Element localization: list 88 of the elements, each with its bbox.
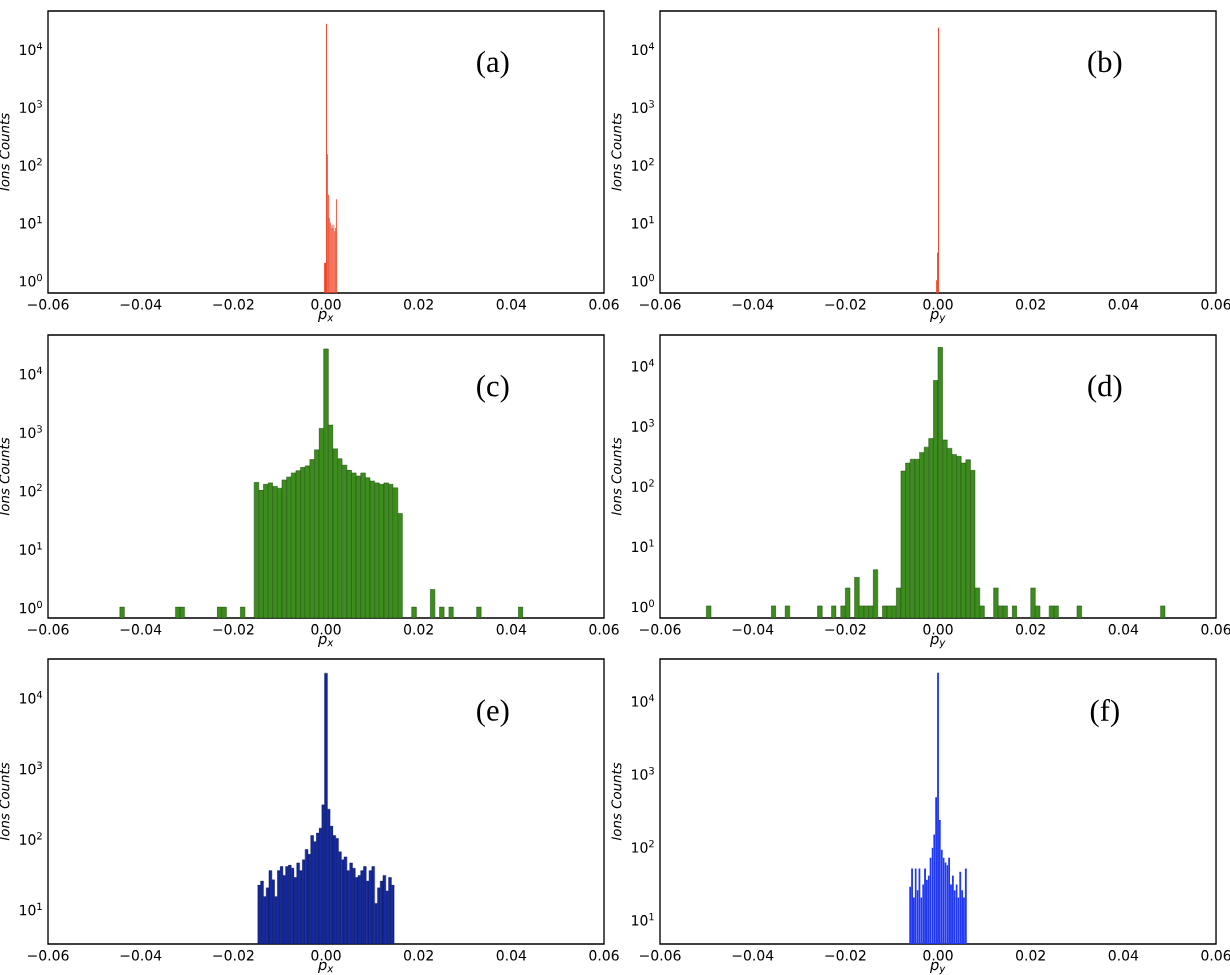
x-tick-label: −0.02 (213, 950, 254, 961)
x-tick-label: 0.04 (1108, 950, 1139, 961)
y-tick-label: 10$^{0}$ (20, 600, 42, 614)
x-tick-label: 0.02 (404, 624, 433, 635)
x-tick-label: 0.04 (1108, 624, 1139, 635)
x-tick-label: 0.02 (404, 950, 433, 961)
annotation: (c) (477, 374, 509, 403)
y-tick-label: 10$^{4}$ (632, 359, 655, 372)
x-tick-label: 0.06 (1201, 950, 1230, 961)
y-tick-label: 10$^{2}$ (20, 483, 42, 497)
x-tick-label: −0.06 (640, 299, 681, 310)
x-tick-label: −0.02 (213, 299, 254, 310)
x-tick-label: −0.06 (28, 299, 69, 310)
x-tick-label: 0.00 (311, 950, 341, 961)
x-axis-title: p$_{y}$ (929, 310, 946, 324)
x-tick-label: 0.00 (923, 950, 953, 961)
y-tick-label: 10$^{1}$ (632, 215, 654, 229)
y-axis-title: Ions Counts (0, 437, 10, 516)
y-tick-label: 10$^{0}$ (20, 273, 42, 287)
x-tick-label: 0.06 (589, 950, 619, 961)
y-tick-label: 10$^{2}$ (20, 158, 42, 171)
x-tick-label: −0.04 (120, 624, 162, 635)
x-tick-label: −0.02 (825, 299, 866, 310)
x-tick-label: −0.06 (640, 624, 681, 635)
x-tick-label: 0.00 (311, 624, 341, 635)
y-axis-title: Ions Counts (611, 113, 622, 191)
x-tick-label: −0.06 (640, 950, 681, 961)
y-axis-title: Ions Counts (0, 762, 10, 841)
annotation: (e) (477, 699, 509, 728)
x-tick-label: 0.00 (311, 299, 341, 310)
x-tick-label: 0.00 (923, 299, 953, 310)
y-tick-label: 10$^{2}$ (632, 840, 654, 853)
y-tick-label: 10$^{0}$ (632, 273, 654, 287)
y-axis-title: Ions Counts (611, 762, 622, 841)
y-tick-label: 10$^{3}$ (20, 425, 42, 439)
x-tick-label: −0.04 (732, 624, 774, 635)
x-tick-label: 0.02 (1016, 624, 1045, 635)
x-tick-label: −0.04 (120, 299, 162, 310)
y-tick-label: 10$^{3}$ (20, 761, 42, 775)
x-tick-label: 0.02 (404, 299, 433, 310)
x-tick-label: −0.06 (28, 624, 69, 635)
x-axis-title: p$_{y}$ (929, 635, 946, 649)
annotation: (d) (1088, 374, 1122, 403)
x-tick-label: −0.02 (825, 950, 866, 961)
y-axis-title: Ions Counts (611, 437, 622, 516)
x-tick-label: 0.04 (1108, 299, 1139, 310)
x-tick-label: 0.06 (1201, 624, 1230, 635)
x-tick-label: −0.06 (28, 950, 69, 961)
y-tick-label: 10$^{4}$ (20, 691, 43, 704)
y-tick-label: 10$^{2}$ (632, 479, 654, 493)
x-axis-title: p$_{x}$ (317, 961, 334, 974)
y-tick-label: 10$^{2}$ (632, 158, 654, 171)
x-tick-label: 0.04 (496, 624, 527, 635)
annotation: (f) (1090, 699, 1119, 728)
annotation: (a) (477, 50, 509, 79)
x-tick-label: 0.02 (1016, 299, 1045, 310)
x-tick-label: −0.04 (732, 299, 774, 310)
x-tick-label: 0.06 (589, 624, 619, 635)
y-tick-label: 10$^{1}$ (20, 902, 42, 916)
x-tick-label: −0.04 (120, 950, 162, 961)
x-tick-label: −0.02 (213, 624, 254, 635)
annotation: (b) (1088, 50, 1122, 79)
x-tick-label: 0.04 (496, 950, 527, 961)
y-tick-label: 10$^{1}$ (632, 539, 654, 553)
y-tick-label: 10$^{1}$ (20, 215, 42, 229)
x-axis-title: p$_{y}$ (929, 961, 946, 975)
y-tick-label: 10$^{3}$ (632, 419, 654, 432)
x-tick-label: 0.04 (496, 299, 527, 310)
y-tick-label: 10$^{3}$ (632, 767, 654, 780)
y-tick-label: 10$^{2}$ (20, 832, 42, 845)
y-tick-label: 10$^{4}$ (632, 694, 655, 707)
x-tick-label: −0.02 (825, 624, 866, 635)
x-axis-title: p$_{x}$ (317, 310, 334, 323)
x-tick-label: 0.02 (1016, 950, 1045, 961)
x-axis-title: p$_{x}$ (317, 635, 334, 648)
y-tick-label: 10$^{1}$ (632, 913, 654, 926)
x-tick-label: −0.04 (732, 950, 774, 961)
y-tick-label: 10$^{4}$ (20, 366, 43, 380)
x-tick-label: 0.06 (1201, 299, 1230, 310)
y-tick-label: 10$^{3}$ (632, 100, 654, 113)
x-tick-label: 0.06 (589, 299, 619, 310)
x-tick-label: 0.00 (923, 624, 953, 635)
y-tick-label: 10$^{3}$ (20, 100, 42, 113)
y-tick-label: 10$^{4}$ (20, 42, 43, 56)
y-tick-label: 10$^{1}$ (20, 542, 42, 555)
y-tick-label: 10$^{0}$ (632, 599, 654, 613)
y-tick-label: 10$^{4}$ (632, 42, 655, 56)
y-axis-title: Ions Counts (0, 113, 10, 191)
